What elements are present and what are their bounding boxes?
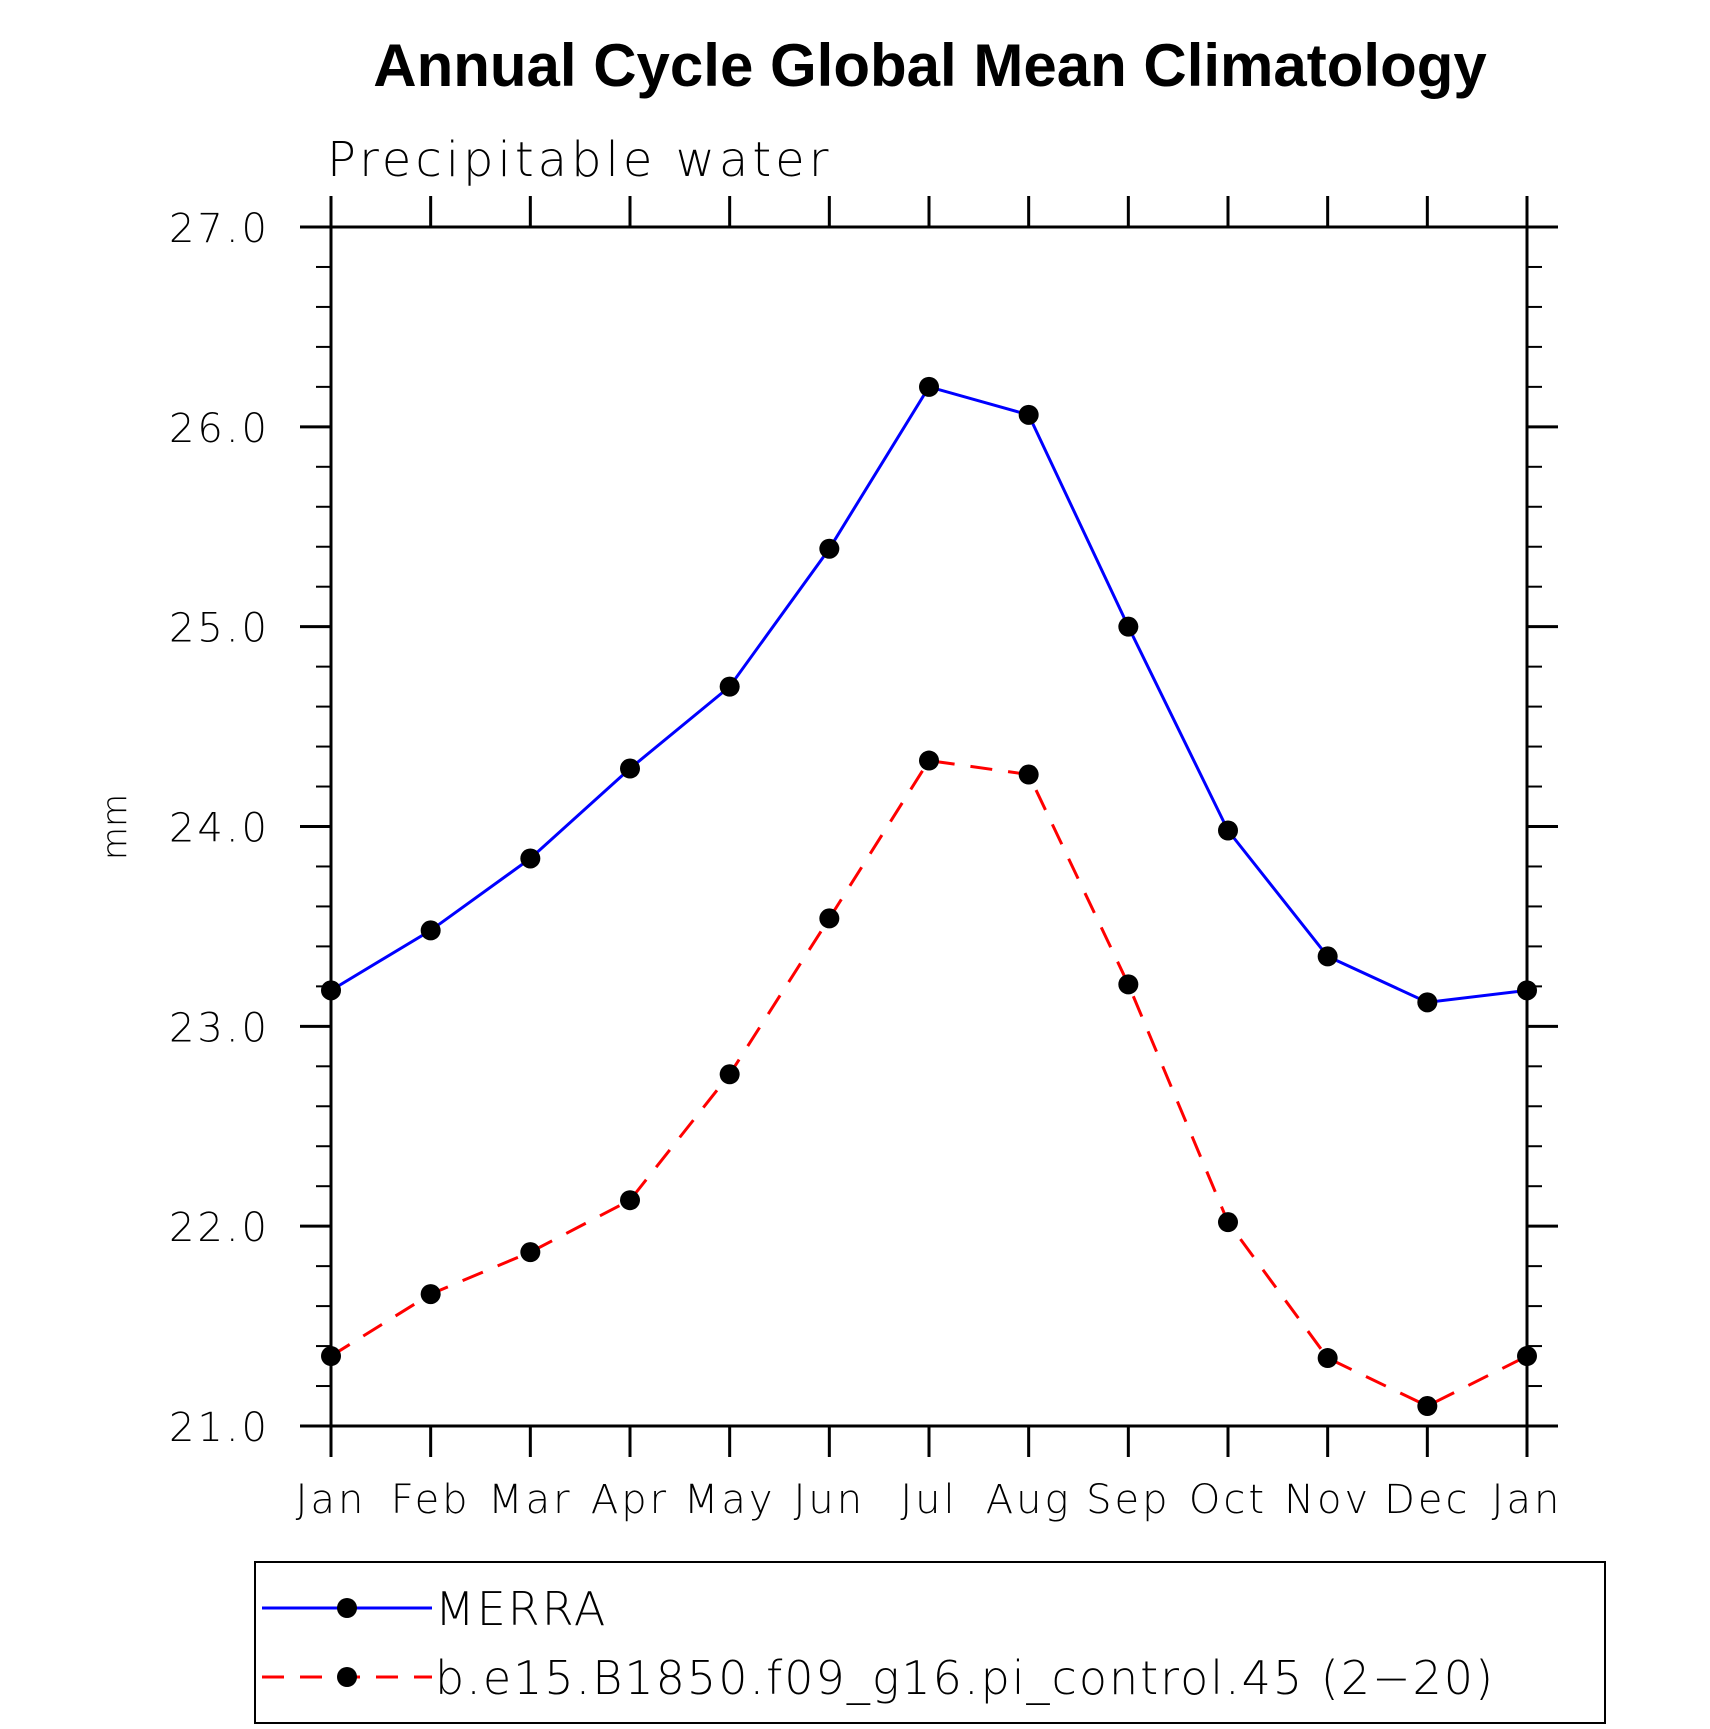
x-tick-label: Sep <box>1086 1477 1170 1523</box>
data-point <box>1317 1348 1338 1369</box>
data-point <box>1118 974 1139 995</box>
y-tick-label: 27.0 <box>169 206 270 252</box>
data-point <box>420 1284 441 1305</box>
x-tick-label: Jul <box>900 1477 957 1523</box>
x-tick-label: Feb <box>391 1477 471 1523</box>
y-tick-label: 26.0 <box>169 406 270 452</box>
series-2 <box>321 750 1537 1417</box>
chart-title: Annual Cycle Global Mean Climatology <box>373 32 1487 99</box>
x-tick-label: May <box>684 1477 776 1523</box>
data-point <box>1218 1212 1238 1233</box>
data-point <box>819 908 840 929</box>
x-tick-label: Jan <box>296 1477 367 1523</box>
data-point <box>819 538 840 559</box>
data-point <box>520 1242 541 1263</box>
data-point <box>520 848 541 869</box>
data-point <box>719 1064 740 1085</box>
data-point <box>1417 1396 1438 1417</box>
chart-subtitle: Precipitable water <box>327 132 832 188</box>
data-point <box>1517 1346 1537 1367</box>
x-tick-label: Apr <box>591 1477 669 1523</box>
data-point <box>1218 820 1238 841</box>
x-tick-label: Jun <box>794 1477 866 1523</box>
series-layer <box>321 376 1537 1417</box>
plot-frame <box>329 225 1529 1428</box>
data-point <box>1018 404 1039 425</box>
data-point <box>1118 616 1139 637</box>
data-point <box>919 750 939 771</box>
legend: MERRA b.e15.B1850.f09_g16.pi_control.45 (… <box>254 1561 1606 1724</box>
y-axis-label: mm <box>95 794 135 860</box>
x-tick-label: Nov <box>1284 1477 1371 1523</box>
data-point <box>321 980 341 1001</box>
legend-marker <box>337 1598 357 1618</box>
series-line <box>330 758 1528 1408</box>
x-tick-label: Oct <box>1189 1477 1267 1523</box>
series-line <box>330 385 1528 1004</box>
data-point <box>1417 992 1438 1013</box>
y-tick-label: 21.0 <box>169 1405 270 1451</box>
data-point <box>1018 764 1039 785</box>
data-point <box>420 920 441 941</box>
data-point <box>620 758 640 779</box>
legend-label: MERRA <box>435 1582 607 1636</box>
data-point <box>620 1190 640 1211</box>
y-tick-label: 23.0 <box>169 1005 270 1051</box>
legend-box <box>254 1561 1606 1724</box>
series-1 <box>321 376 1537 1013</box>
y-tick-label: 25.0 <box>169 606 270 652</box>
data-point <box>1517 980 1537 1001</box>
data-point <box>1317 946 1338 967</box>
x-tick-label: Dec <box>1384 1477 1470 1523</box>
x-tick-label: Aug <box>986 1477 1072 1523</box>
y-tick-label: 22.0 <box>169 1205 270 1251</box>
y-tick-label: 24.0 <box>169 806 270 852</box>
legend-marker <box>337 1667 357 1687</box>
data-point <box>321 1346 341 1367</box>
x-tick-label: Mar <box>488 1477 572 1523</box>
axes: Jan Feb Mar Apr May Jun Jul Aug Sep Oct Nov Dec Jan 2… <box>169 196 1563 1523</box>
legend-label: b.e15.B1850.f09_g16.pi_control.45 (2−20) <box>435 1651 1495 1705</box>
x-tick-label: Jan <box>1492 1477 1563 1523</box>
data-point <box>919 376 939 397</box>
data-point <box>719 676 740 697</box>
